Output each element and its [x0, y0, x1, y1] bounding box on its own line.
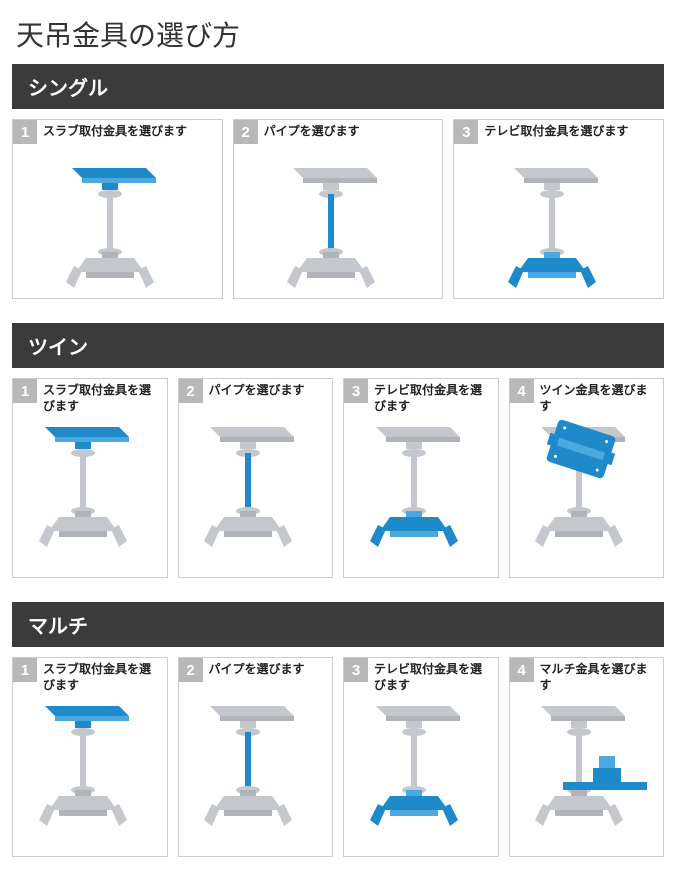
- step-card: 2 パイプを選びます: [233, 119, 444, 299]
- section-header: ツイン: [12, 323, 664, 368]
- steps-row: 1スラブ取付金具を選びます 2 パイプを選びます: [12, 378, 664, 578]
- step-number-badge: 1: [13, 120, 37, 144]
- mount-illustration-icon: [510, 419, 664, 573]
- step-number-badge: 1: [13, 658, 37, 682]
- step-card: 2 パイプを選びます: [178, 378, 334, 578]
- mount-illustration-icon: [510, 698, 664, 852]
- step-card: 3テレビ取付金具を選びます: [343, 657, 499, 857]
- step-number-badge: 2: [234, 120, 258, 144]
- mount-illustration-icon: [13, 160, 222, 294]
- mount-illustration-icon: [454, 160, 663, 294]
- mount-illustration-icon: [179, 419, 333, 573]
- sections-container: シングル1スラブ取付金具を選びます 2パイプを選びます: [0, 64, 676, 857]
- step-label: パイプを選びます: [209, 382, 329, 398]
- mount-illustration-icon: [13, 419, 167, 573]
- section: シングル 1 スラブ取付金具を選びます 2 パイプを選びます: [12, 64, 664, 299]
- step-number-badge: 4: [510, 658, 534, 682]
- step-card: 4ツイン金具を選びます: [509, 378, 665, 578]
- step-number-badge: 1: [13, 379, 37, 403]
- step-label: マルチ金具を選びます: [540, 661, 660, 693]
- mount-illustration-icon: [234, 160, 443, 294]
- step-number-badge: 2: [179, 658, 203, 682]
- mount-illustration-icon: [13, 698, 167, 852]
- step-label: パイプを選びます: [264, 123, 439, 139]
- section: マルチ 1スラブ取付金具を選びます 2 パイプを選びます: [12, 602, 664, 857]
- step-number-badge: 3: [454, 120, 478, 144]
- step-card: 3 テレビ取付金具を選びます: [453, 119, 664, 299]
- section-header: マルチ: [12, 602, 664, 647]
- step-label: スラブ取付金具を選びます: [43, 661, 163, 693]
- mount-illustration-icon: [179, 698, 333, 852]
- section: ツイン 1スラブ取付金具を選びます 2 パイプを選びます: [12, 323, 664, 578]
- step-label: スラブ取付金具を選びます: [43, 123, 218, 139]
- section-header: シングル: [12, 64, 664, 109]
- step-label: ツイン金具を選びます: [540, 382, 660, 414]
- step-card: 1 スラブ取付金具を選びます: [12, 119, 223, 299]
- step-label: パイプを選びます: [209, 661, 329, 677]
- step-label: テレビ取付金具を選びます: [374, 382, 494, 414]
- steps-row: 1スラブ取付金具を選びます 2 パイプを選びます: [12, 657, 664, 857]
- step-number-badge: 3: [344, 658, 368, 682]
- page-title: 天吊金具の選び方: [0, 0, 676, 64]
- step-card: 1スラブ取付金具を選びます: [12, 657, 168, 857]
- step-number-badge: 3: [344, 379, 368, 403]
- steps-row: 1 スラブ取付金具を選びます 2 パイプを選びます: [12, 119, 664, 299]
- step-card: 3テレビ取付金具を選びます: [343, 378, 499, 578]
- mount-illustration-icon: [344, 698, 498, 852]
- step-card: 4マルチ金具を選びます: [509, 657, 665, 857]
- step-label: テレビ取付金具を選びます: [484, 123, 659, 139]
- step-number-badge: 2: [179, 379, 203, 403]
- step-card: 1スラブ取付金具を選びます: [12, 378, 168, 578]
- step-number-badge: 4: [510, 379, 534, 403]
- step-label: スラブ取付金具を選びます: [43, 382, 163, 414]
- step-label: テレビ取付金具を選びます: [374, 661, 494, 693]
- mount-illustration-icon: [344, 419, 498, 573]
- step-card: 2 パイプを選びます: [178, 657, 334, 857]
